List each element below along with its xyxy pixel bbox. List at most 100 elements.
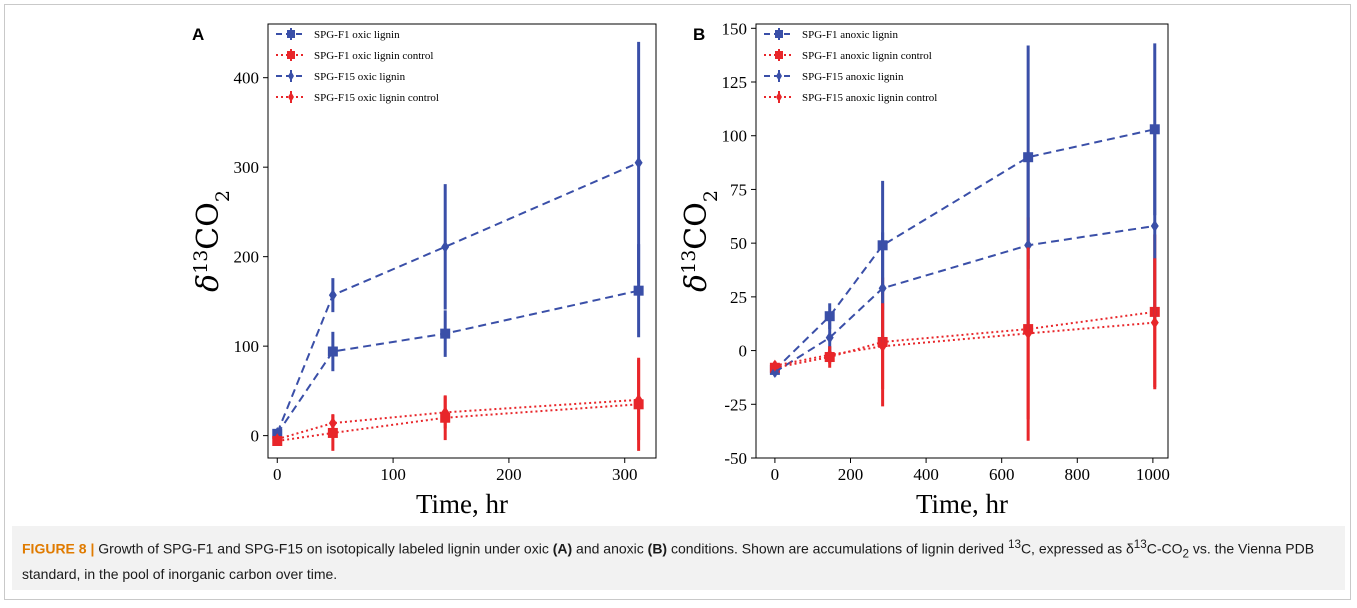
data-point: [634, 393, 643, 406]
caption-text-4: C, expressed as δ: [1020, 540, 1134, 557]
legend-label: SPG-F1 oxic lignin: [314, 29, 400, 41]
data-point: [634, 156, 643, 169]
figure-frame: [4, 4, 1351, 600]
panel-label: A: [192, 25, 204, 44]
series-line: [277, 403, 639, 442]
plot-area: [267, 23, 657, 459]
x-tick-label: 600: [989, 465, 1015, 484]
y-tick-label: 100: [234, 337, 260, 356]
panel-label: B: [693, 25, 705, 44]
data-point: [878, 340, 887, 353]
series-3: [770, 247, 1159, 420]
figure-canvas: A 0 100 200 300 0 100 200 300 400 Time, hr δ13CO2 SP…: [190, 19, 1170, 519]
y-tick-label: 0: [251, 427, 260, 446]
data-point: [328, 417, 337, 430]
legend-marker: [287, 30, 295, 38]
legend-marker: [776, 92, 782, 102]
legend-label: SPG-F1 anoxic lignin control: [802, 50, 932, 62]
legend-label: SPG-F15 anoxic lignin: [802, 71, 904, 83]
x-tick-label: 0: [771, 465, 780, 484]
data-point: [825, 331, 834, 344]
y-tick-label: 300: [234, 158, 260, 177]
plot-area: [755, 23, 1169, 459]
caption-sup-13b: 13: [1133, 538, 1147, 551]
caption-label: FIGURE 8 |: [22, 540, 95, 557]
y-axis-label: δ13CO2: [190, 190, 234, 292]
data-point: [878, 282, 887, 295]
data-point: [441, 406, 450, 419]
legend-marker: [288, 71, 294, 81]
x-tick-label: 400: [913, 465, 939, 484]
y-tick-label: -50: [724, 449, 747, 468]
y-tick-label: 400: [234, 69, 260, 88]
data-point: [825, 348, 834, 361]
data-point: [1149, 124, 1160, 135]
data-point: [328, 289, 337, 302]
x-tick-label: 200: [838, 465, 864, 484]
y-tick-label: 125: [722, 73, 748, 92]
x-tick-label: 100: [380, 465, 406, 484]
data-point: [1023, 152, 1034, 163]
caption-sup-13: 13: [1007, 538, 1021, 551]
series-2: [770, 131, 1159, 379]
legend: SPG-F1 oxic lignin SPG-F1 oxic lignin con…: [276, 28, 439, 104]
x-axis-label: Time, hr: [916, 489, 1008, 519]
legend-label: SPG-F15 oxic lignin: [314, 71, 406, 83]
y-tick-label: 50: [730, 234, 747, 253]
data-point: [1024, 239, 1033, 252]
series-3: [273, 359, 643, 446]
series-2: [273, 41, 643, 439]
chart-panel-a: A 0 100 200 300 0 100 200 300 400 Time, hr δ13CO2 SP…: [190, 23, 657, 519]
figure-caption: FIGURE 8 | Growth of SPG-F1 and SPG-F15 …: [12, 526, 1345, 590]
data-point: [770, 366, 779, 379]
data-point: [273, 433, 282, 446]
caption-text-3: conditions. Shown are accumulations of l…: [667, 540, 1008, 557]
series-1: [272, 357, 644, 451]
x-tick-label: 200: [496, 465, 522, 484]
series-line: [276, 289, 639, 435]
data-point: [327, 427, 338, 438]
data-point: [327, 346, 338, 357]
legend-marker: [775, 51, 783, 59]
x-tick-label: 1000: [1136, 465, 1170, 484]
caption-bold-b: (B): [647, 540, 668, 557]
legend-label: SPG-F15 oxic lignin control: [314, 92, 439, 104]
y-tick-label: 75: [730, 180, 747, 199]
caption-bold-a: (A): [552, 540, 573, 557]
x-tick-label: 0: [273, 465, 282, 484]
y-tick-label: 25: [730, 288, 747, 307]
series-line: [774, 128, 1155, 371]
y-tick-label: 0: [739, 342, 748, 361]
data-point: [440, 328, 451, 339]
x-tick-label: 800: [1065, 465, 1091, 484]
data-point: [824, 311, 835, 322]
data-point: [273, 426, 282, 439]
series-line: [276, 161, 640, 434]
caption-text-5: C-CO: [1146, 540, 1183, 557]
caption-text-6: vs. the Vienna PDB standard, in the pool…: [22, 540, 1315, 583]
y-tick-label: -25: [724, 395, 747, 414]
legend-marker: [776, 71, 782, 81]
data-point: [770, 359, 779, 372]
data-point: [633, 285, 644, 296]
series-0: [272, 244, 644, 439]
data-point: [1024, 327, 1033, 340]
chart-panel-b: B 0 200 400 600 800 1000 -50 -25 0 25 50 75 100 125 150…: [678, 19, 1170, 519]
x-axis-label: Time, hr: [416, 489, 508, 519]
y-axis-label: δ13CO2: [678, 190, 722, 292]
data-point: [441, 240, 450, 253]
x-tick-label: 300: [612, 465, 638, 484]
legend-label: SPG-F1 oxic lignin control: [314, 50, 433, 62]
series-line: [774, 224, 1155, 373]
data-point: [1150, 219, 1159, 232]
y-tick-label: 100: [722, 127, 748, 146]
y-tick-label: 200: [234, 248, 260, 267]
caption-text-1: Growth of SPG-F1 and SPG-F15 on isotopic…: [94, 540, 553, 557]
y-tick-label: 150: [722, 19, 748, 38]
legend-label: SPG-F15 anoxic lignin control: [802, 92, 937, 104]
caption-sub-2: 2: [1182, 547, 1190, 561]
caption-text-2: and anoxic: [572, 540, 648, 557]
data-point: [1150, 316, 1159, 329]
legend-marker: [775, 30, 783, 38]
legend-marker: [287, 51, 295, 59]
